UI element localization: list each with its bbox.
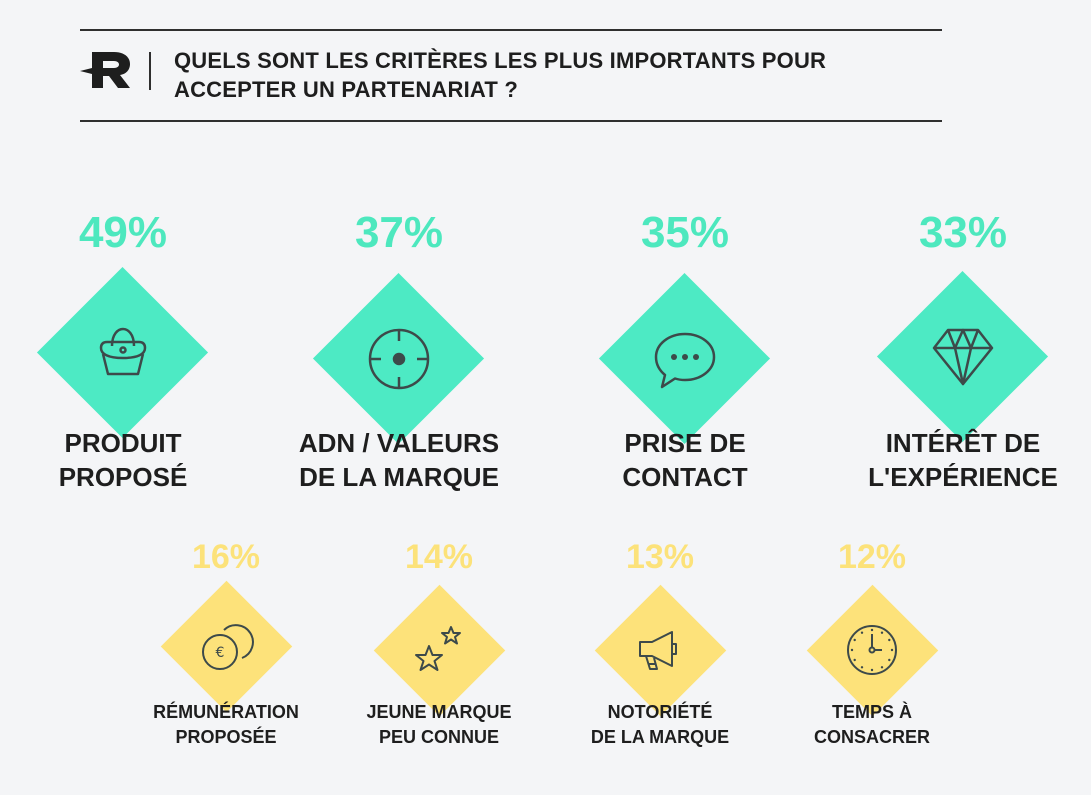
criterion-label: NOTORIÉTÉ DE LA MARQUE [554, 700, 766, 750]
percentage-value: 12% [837, 538, 907, 576]
percentage-value: 35% [640, 208, 730, 257]
label-line-1: JEUNE MARQUE [366, 702, 512, 722]
criterion-label: ADN / VALEURS DE LA MARQUE [273, 426, 525, 494]
criterion-interet-experience: 33% INTÉRÊT DE L'EXPÉRIENCE [868, 208, 1058, 498]
label-line-1: PRISE DE [624, 428, 746, 458]
label-line-1: RÉMUNÉRATION [153, 702, 299, 722]
label-line-2: DE LA MARQUE [590, 727, 730, 747]
label-line-2: DE LA MARQUE [299, 462, 499, 492]
criterion-label: TEMPS À CONSACRER [766, 700, 978, 750]
label-line-1: INTÉRÊT DE [885, 428, 1041, 458]
label-line-2: L'EXPÉRIENCE [868, 462, 1058, 492]
criterion-adn-valeurs: 37% ADN / VALEURS DE LA MARQUE [299, 208, 499, 498]
label-line-2: PROPOSÉE [175, 727, 277, 747]
percentage-value: 37% [354, 208, 444, 257]
percentage-value: 49% [78, 208, 168, 257]
criterion-produit-propose: 49% PRODUIT PROPOSÉ [36, 208, 209, 498]
logo-separator [149, 52, 151, 90]
percentage-value: 16% [191, 538, 261, 576]
criterion-temps: 12% TEMPS À CONSACRER [806, 538, 939, 748]
criterion-label: PRODUIT PROPOSÉ [0, 426, 249, 494]
criterion-notoriete: 13% NOTORIÉTÉ DE LA MARQUE [591, 538, 729, 748]
label-line-2: CONTACT [622, 462, 748, 492]
diamond-gem-icon [932, 328, 994, 386]
clock-icon [847, 625, 897, 675]
r-logo-icon [80, 52, 130, 88]
header-top-rule [80, 29, 942, 31]
title-line-2: ACCEPTER UN PARTENARIAT ? [174, 77, 518, 102]
svg-text:€: € [216, 645, 225, 661]
percentage-value: 33% [918, 208, 1008, 257]
target-icon [368, 328, 430, 390]
label-line-1: NOTORIÉTÉ [607, 702, 713, 722]
label-line-1: TEMPS À [831, 702, 912, 722]
handbag-icon [99, 327, 147, 376]
header-bottom-rule [80, 120, 942, 122]
label-line-1: PRODUIT [64, 428, 182, 458]
stars-icon [415, 626, 461, 671]
label-line-2: PROPOSÉ [58, 462, 188, 492]
label-line-2: PEU CONNUE [378, 727, 499, 747]
criterion-label: INTÉRÊT DE L'EXPÉRIENCE [817, 426, 1091, 494]
speech-bubble-icon [654, 332, 716, 389]
criterion-jeune-marque: 14% JEUNE MARQUE PEU CONNUE [366, 538, 511, 748]
percentage-value: 14% [404, 538, 474, 576]
criterion-remuneration: 16% € RÉMUNÉRATION PROPOSÉE [153, 538, 299, 748]
euro-coins-icon: € [202, 624, 254, 670]
page-title: QUELS SONT LES CRITÈRES LES PLUS IMPORTA… [174, 46, 934, 104]
criterion-label: JEUNE MARQUE PEU CONNUE [333, 700, 545, 750]
label-line-2: CONSACRER [813, 727, 930, 747]
criterion-label: PRISE DE CONTACT [559, 426, 811, 494]
megaphone-icon [639, 631, 677, 670]
percentage-value: 13% [625, 538, 695, 576]
title-line-1: QUELS SONT LES CRITÈRES LES PLUS IMPORTA… [174, 48, 827, 73]
label-line-1: ADN / VALEURS [298, 428, 500, 458]
criterion-prise-de-contact: 35% PRISE DE CONTACT [598, 208, 771, 498]
criterion-label: RÉMUNÉRATION PROPOSÉE [120, 700, 332, 750]
